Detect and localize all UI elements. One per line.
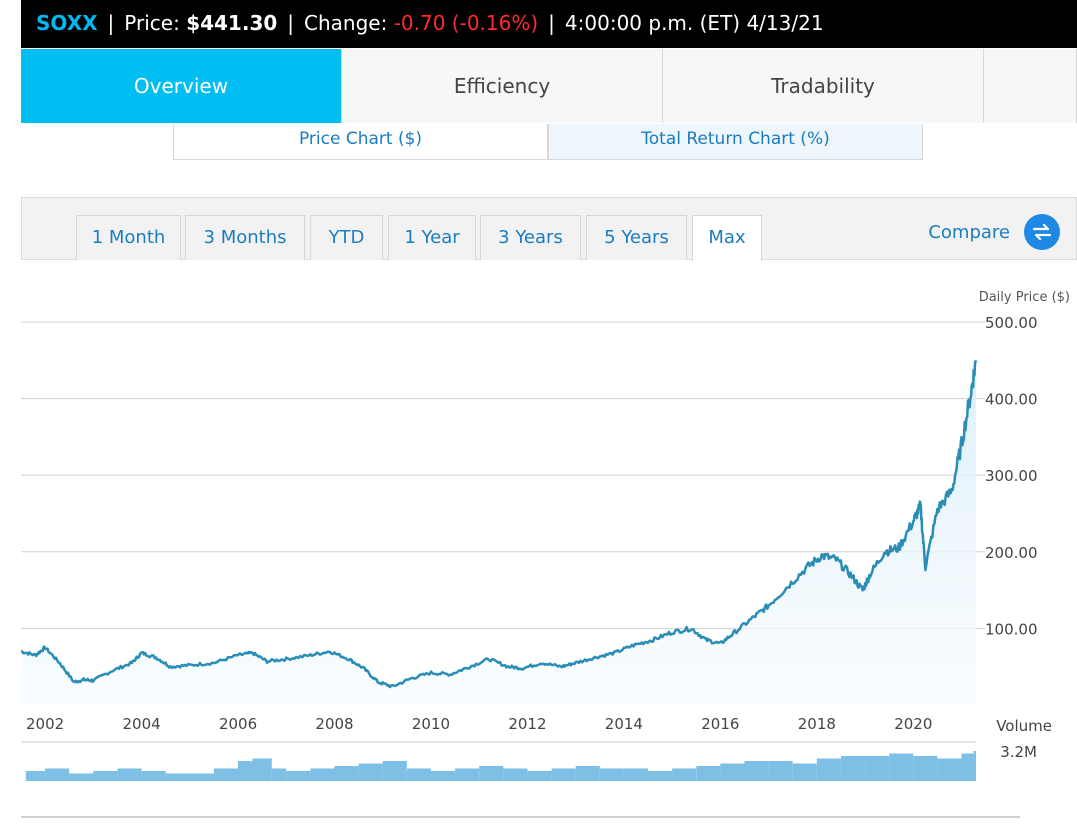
x-tick-label: 2020	[894, 715, 932, 733]
x-axis-labels: 2002 2004 2006 2008 2010 2012 2014 2016 2018 2020	[26, 715, 932, 733]
volume-bars	[25, 751, 976, 781]
x-tick-label: 2008	[315, 715, 353, 733]
ticker-symbol[interactable]: SOXX	[36, 11, 98, 35]
x-tick-label: 2006	[219, 715, 257, 733]
change-value: -0.70 (-0.16%)	[393, 11, 539, 35]
tab-efficiency[interactable]: Efficiency	[342, 49, 663, 123]
range-ytd[interactable]: YTD	[310, 215, 383, 260]
volume-bar	[973, 751, 976, 781]
swap-arrows-icon	[1024, 214, 1060, 250]
volume-bar	[768, 761, 793, 781]
volume-bar	[672, 768, 697, 781]
volume-bar	[382, 761, 407, 781]
compare-button[interactable]: Compare	[928, 214, 1060, 250]
range-5-years[interactable]: 5 Years	[586, 215, 687, 260]
volume-bar	[286, 771, 311, 781]
volume-bar	[575, 766, 600, 781]
x-tick-label: 2014	[605, 715, 643, 733]
x-tick-label: 2002	[26, 715, 64, 733]
x-tick-label: 2012	[508, 715, 546, 733]
tab-price-chart[interactable]: Price Chart ($)	[173, 124, 548, 160]
y-axis-labels: 100.00 200.00 300.00 400.00 500.00	[985, 314, 1038, 638]
x-tick-label: 2018	[798, 715, 836, 733]
volume-bar	[599, 768, 624, 781]
volume-bar	[696, 766, 721, 781]
timestamp: 4:00:00 p.m. (ET) 4/13/21	[564, 11, 824, 35]
y-tick-label: 500.00	[985, 314, 1038, 332]
volume-bar	[840, 756, 865, 781]
range-1-month[interactable]: 1 Month	[76, 215, 181, 260]
y-axis-title: Daily Price ($)	[979, 290, 1070, 305]
y-tick-label: 400.00	[985, 391, 1038, 409]
volume-bar	[648, 771, 673, 781]
volume-bar	[455, 768, 480, 781]
volume-bar	[406, 768, 431, 781]
volume-bar	[623, 768, 648, 781]
volume-bar	[720, 763, 745, 781]
x-tick-label: 2004	[122, 715, 160, 733]
volume-bar	[69, 773, 94, 781]
range-3-years[interactable]: 3 Years	[480, 215, 581, 260]
volume-title: Volume	[996, 717, 1052, 735]
range-max[interactable]: Max	[692, 215, 762, 261]
y-tick-label: 300.00	[985, 467, 1038, 485]
volume-bar	[238, 761, 253, 781]
volume-bar	[141, 771, 166, 781]
volume-bar	[271, 768, 287, 781]
y-tick-label: 200.00	[985, 544, 1038, 562]
volume-bar	[792, 763, 817, 781]
volume-bar	[358, 763, 383, 781]
volume-bar	[252, 758, 272, 781]
y-tick-label: 100.00	[985, 620, 1038, 638]
volume-bar	[479, 766, 504, 781]
price-line[interactable]	[20, 360, 978, 689]
tab-overview[interactable]: Overview	[21, 49, 342, 123]
quote-header: SOXX | Price: $441.30 | Change: -0.70 (-0.16…	[21, 0, 1077, 48]
volume-bar	[913, 756, 938, 781]
compare-label: Compare	[928, 221, 1010, 243]
price-value: $441.30	[186, 11, 278, 35]
volume-bar	[865, 756, 890, 781]
volume-bar	[117, 768, 142, 781]
change-label: Change:	[304, 11, 388, 35]
volume-bar	[816, 758, 841, 781]
volume-bar	[25, 771, 46, 781]
volume-bar	[93, 771, 118, 781]
volume-bar	[165, 773, 190, 781]
x-tick-label: 2016	[701, 715, 739, 733]
range-1-year[interactable]: 1 Year	[388, 215, 476, 260]
volume-bar	[937, 758, 962, 781]
price-area-fill	[21, 360, 976, 705]
volume-bar	[551, 768, 576, 781]
volume-bar	[431, 771, 456, 781]
volume-bar	[310, 768, 335, 781]
range-3-months[interactable]: 3 Months	[185, 215, 305, 260]
x-tick-label: 2010	[412, 715, 450, 733]
volume-bar	[213, 768, 238, 781]
volume-bar	[503, 768, 528, 781]
price-label: Price:	[124, 11, 180, 35]
volume-bar	[45, 768, 70, 781]
volume-bar	[889, 753, 914, 781]
volume-bar	[527, 771, 552, 781]
volume-bar	[189, 773, 214, 781]
tab-extra[interactable]	[984, 49, 1077, 123]
volume-max-label: 3.2M	[1000, 743, 1037, 761]
tab-tradability[interactable]: Tradability	[663, 49, 984, 123]
tab-total-return-chart[interactable]: Total Return Chart (%)	[548, 124, 923, 160]
main-tabs: Overview Efficiency Tradability	[21, 49, 1077, 123]
volume-bar	[744, 761, 769, 781]
range-selector: 1 Month 3 Months YTD 1 Year 3 Years 5 Ye…	[21, 197, 1077, 261]
volume-bar	[334, 766, 359, 781]
chart-type-tabs: Price Chart ($) Total Return Chart (%)	[173, 124, 923, 161]
volume-bar	[961, 753, 974, 781]
